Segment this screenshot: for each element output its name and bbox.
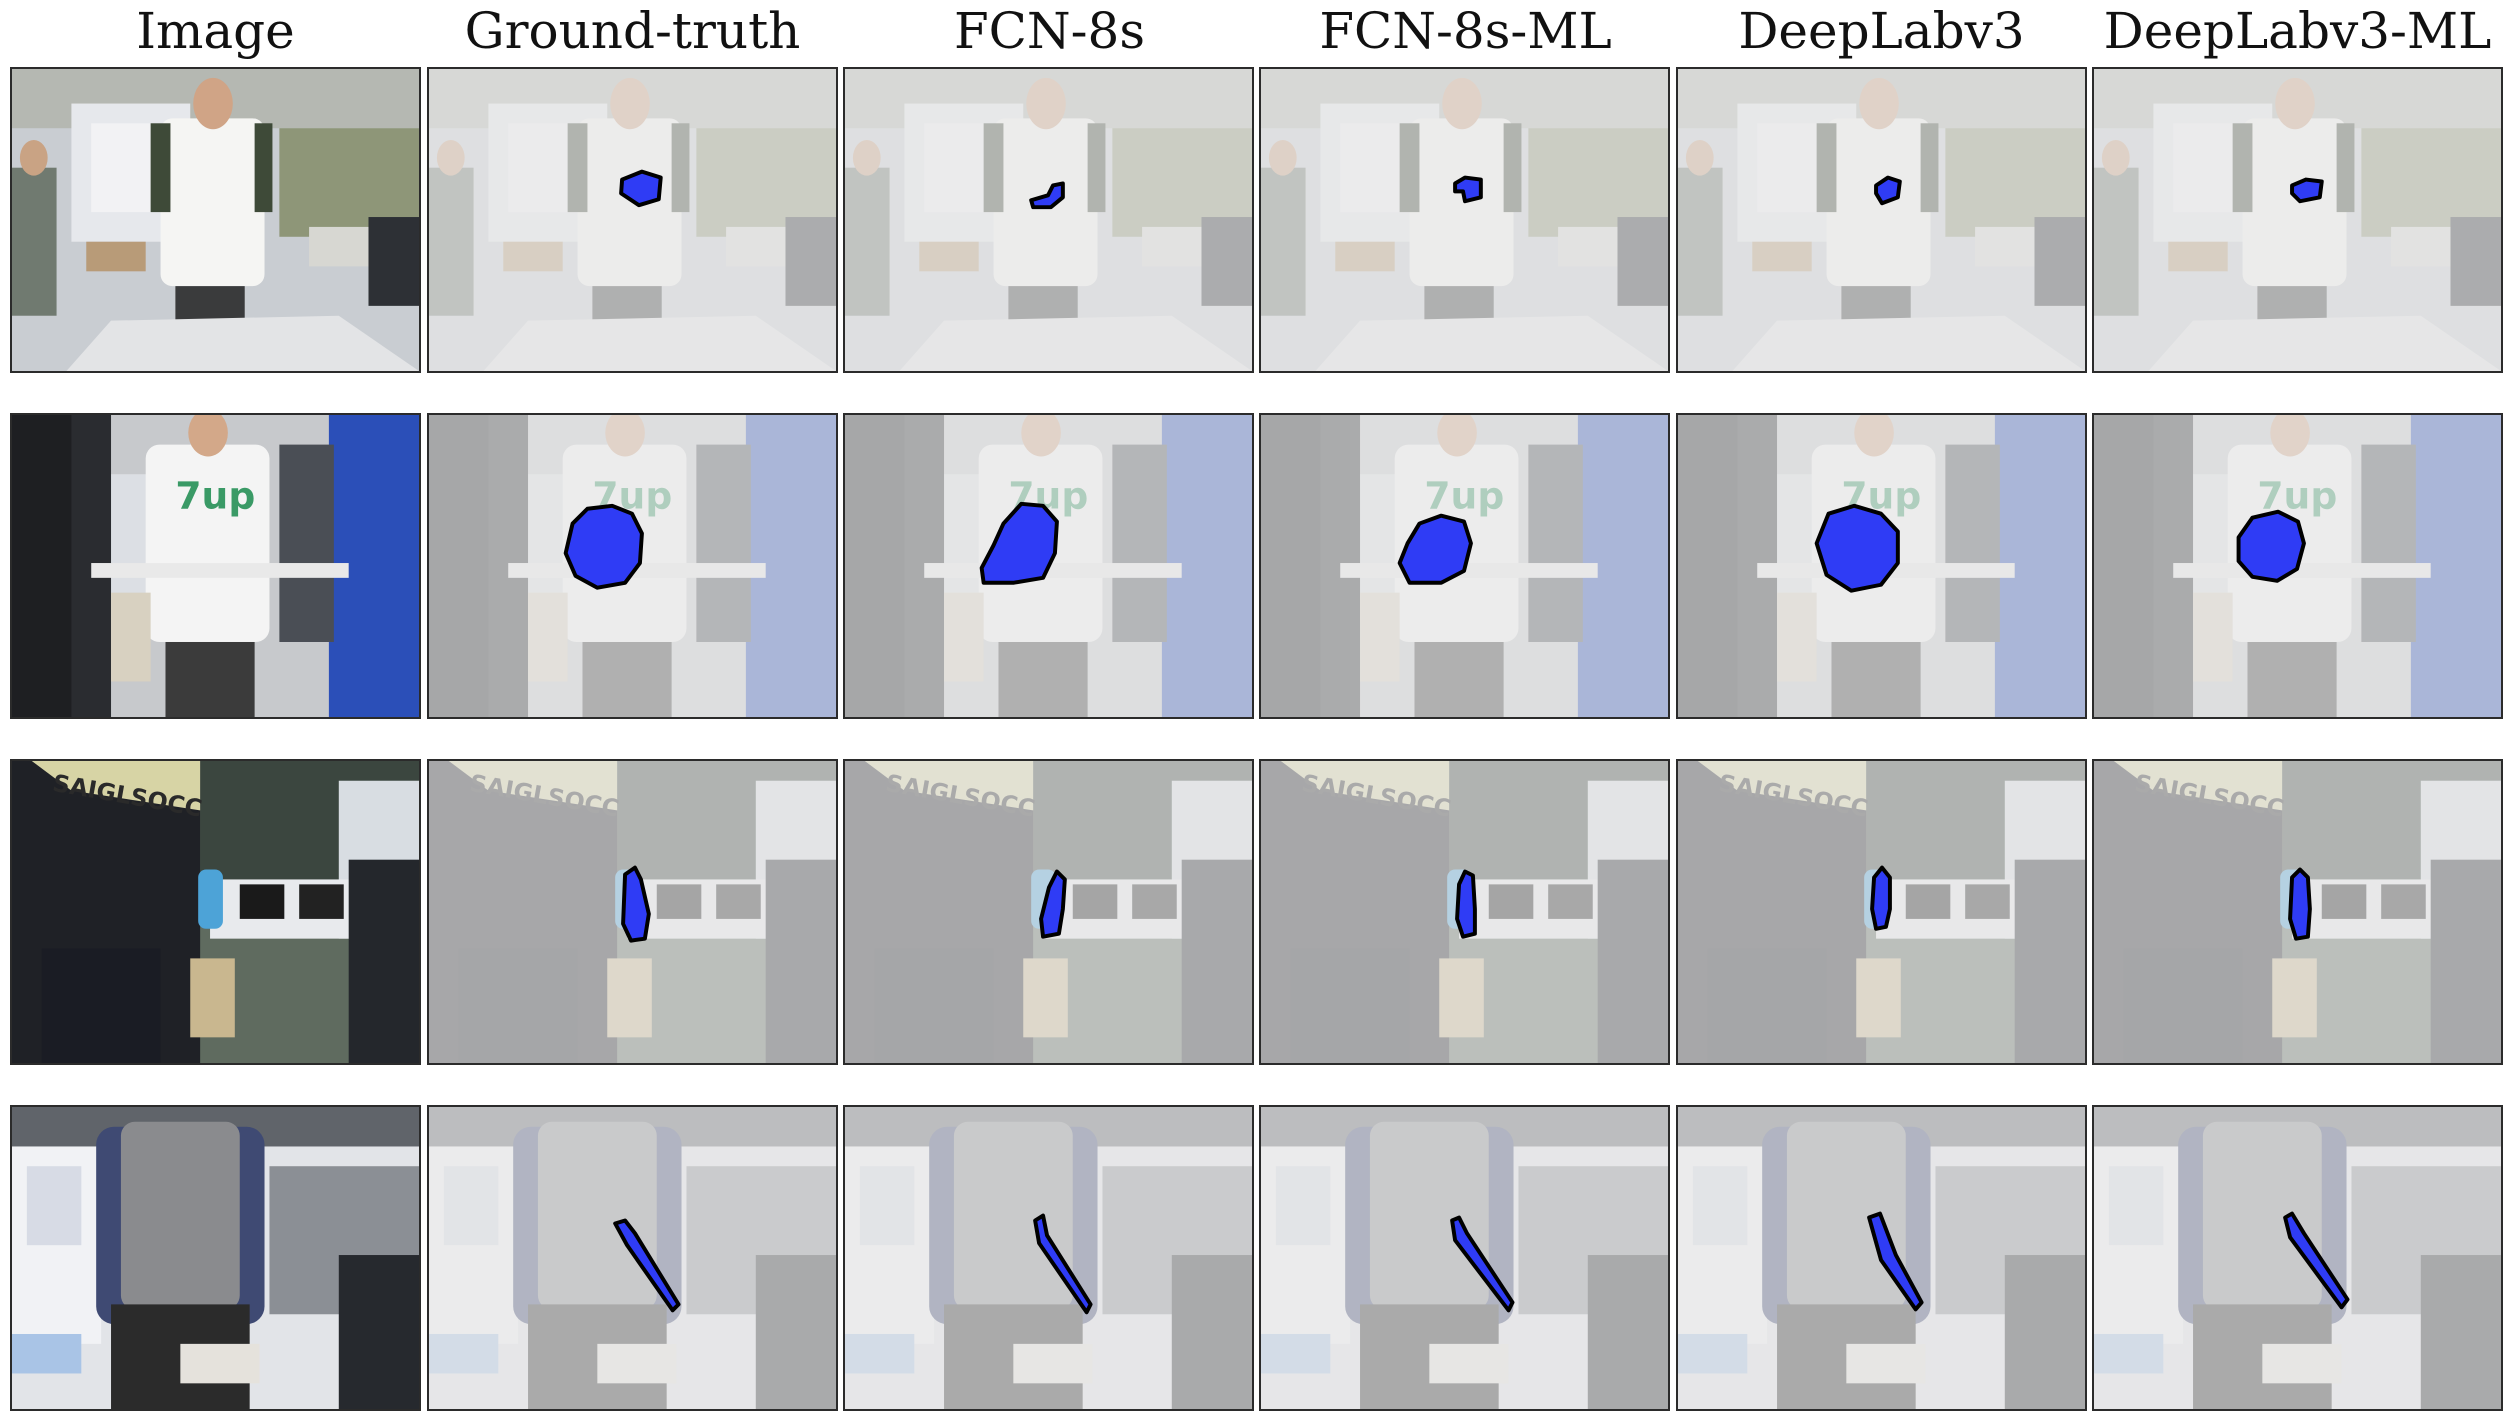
predicted-mask <box>613 1218 681 1313</box>
tile-row4-col3 <box>843 1105 1254 1411</box>
segmentation-overlay: SAIGLSOCC <box>1261 761 1668 1063</box>
segmentation-overlay <box>845 1107 1252 1409</box>
segmentation-overlay <box>2094 1107 2501 1409</box>
segmentation-overlay: 7up <box>1678 415 2085 717</box>
faded-background <box>429 1107 836 1409</box>
predicted-mask <box>1455 869 1477 939</box>
tile-row2-col2: 7up <box>427 413 838 719</box>
segmentation-overlay: SAIGLSOCC <box>1678 761 2085 1063</box>
tile-row3-col1: SAIGLSOCC <box>10 759 421 1065</box>
segmentation-overlay: 7up <box>1261 415 1668 717</box>
input-photo: SAIGLSOCC <box>12 761 419 1063</box>
predicted-mask <box>1450 1215 1515 1313</box>
tile-row2-col6: 7up <box>2092 413 2503 719</box>
column-header-ground-truth: Ground-truth <box>464 2 801 60</box>
predicted-mask <box>1453 175 1483 204</box>
tile-row2-col1: 7up <box>10 413 421 719</box>
segmentation-overlay <box>1261 69 1668 371</box>
segmentation-overlay: SAIGLSOCC <box>845 761 1252 1063</box>
input-photo <box>12 69 419 371</box>
tile-row1-col4 <box>1259 67 1670 373</box>
predicted-mask <box>2288 867 2312 941</box>
input-photo <box>12 1107 419 1409</box>
tile-row3-col3: SAIGLSOCC <box>843 759 1254 1065</box>
predicted-mask <box>2283 1211 2350 1310</box>
predicted-mask <box>1033 1213 1093 1315</box>
tile-row4-col6 <box>2092 1105 2503 1411</box>
tile-row2-col5: 7up <box>1676 413 2087 719</box>
predicted-mask <box>1039 869 1067 939</box>
tile-row4-col1 <box>10 1105 421 1411</box>
segmentation-overlay: SAIGLSOCC <box>429 761 836 1063</box>
segmentation-overlay <box>2094 69 2501 371</box>
predicted-mask <box>2236 509 2306 583</box>
predicted-mask <box>2290 177 2324 204</box>
faded-background <box>2094 69 2501 371</box>
faded-background <box>2094 1107 2501 1409</box>
tile-row4-col5 <box>1676 1105 2087 1411</box>
predicted-mask <box>619 169 663 208</box>
column-header-deeplabv3: DeepLabv3 <box>1738 2 2025 60</box>
tile-row2-col3: 7up <box>843 413 1254 719</box>
segmentation-overlay: SAIGLSOCC <box>2094 761 2501 1063</box>
svg-text:7up: 7up <box>175 474 255 518</box>
segmentation-overlay <box>1678 1107 2085 1409</box>
tile-row1-col1 <box>10 67 421 373</box>
segmentation-overlay <box>429 69 836 371</box>
segmentation-overlay <box>429 1107 836 1409</box>
faded-background <box>1261 69 1668 371</box>
faded-background <box>845 69 1252 371</box>
segmentation-overlay: 7up <box>845 415 1252 717</box>
tile-row3-col4: SAIGLSOCC <box>1259 759 1670 1065</box>
column-header-fcn-8s: FCN-8s <box>953 2 1146 60</box>
tile-row1-col2 <box>427 67 838 373</box>
segmentation-overlay: 7up <box>429 415 836 717</box>
predicted-mask <box>1867 1211 1924 1312</box>
faded-background <box>429 69 836 371</box>
faded-background <box>1261 1107 1668 1409</box>
predicted-mask <box>1397 513 1473 585</box>
predicted-mask <box>1874 175 1902 206</box>
predicted-mask <box>621 865 651 943</box>
tile-row1-col6 <box>2092 67 2503 373</box>
segmentation-overlay <box>1678 69 2085 371</box>
segmentation-overlay <box>845 69 1252 371</box>
predicted-mask <box>979 501 1059 585</box>
segmentation-overlay <box>1261 1107 1668 1409</box>
column-header-image: Image <box>136 2 295 60</box>
predicted-mask <box>1029 181 1065 210</box>
tile-row1-col3 <box>843 67 1254 373</box>
input-photo: 7up <box>12 415 419 717</box>
tile-row1-col5 <box>1676 67 2087 373</box>
tile-row3-col2: SAIGLSOCC <box>427 759 838 1065</box>
faded-background <box>1678 69 2085 371</box>
predicted-mask <box>1870 865 1892 931</box>
column-header-fcn-8s-ml: FCN-8s-ML <box>1319 2 1612 60</box>
column-header-deeplabv3-ml: DeepLabv3-ML <box>2103 2 2492 60</box>
tile-row4-col2 <box>427 1105 838 1411</box>
tile-row3-col6: SAIGLSOCC <box>2092 759 2503 1065</box>
tile-row2-col4: 7up <box>1259 413 1670 719</box>
segmentation-overlay: 7up <box>2094 415 2501 717</box>
tile-row4-col4 <box>1259 1105 1670 1411</box>
predicted-mask <box>1814 503 1900 593</box>
tile-row3-col5: SAIGLSOCC <box>1676 759 2087 1065</box>
predicted-mask <box>563 503 644 590</box>
